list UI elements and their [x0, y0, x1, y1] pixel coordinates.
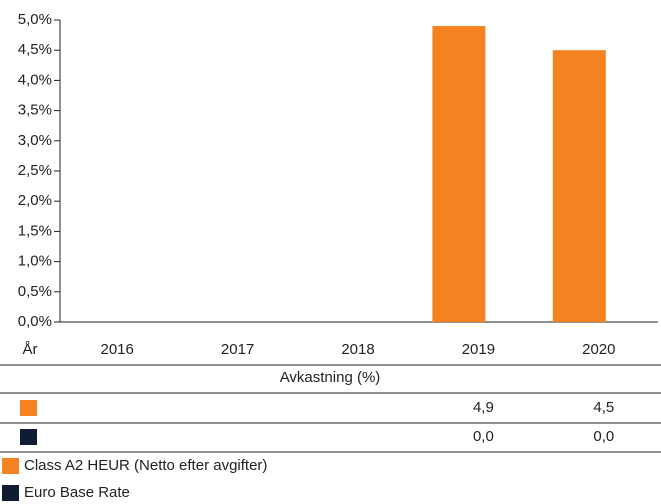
legend-label: Euro Base Rate: [24, 484, 130, 501]
bar: [432, 26, 486, 322]
y-tick-label: 1,0%: [18, 253, 52, 270]
table-value: 4,5: [593, 399, 614, 416]
legend-swatch: [2, 458, 19, 474]
legend-swatch: [2, 485, 19, 501]
y-tick-label: 0,0%: [18, 313, 52, 330]
x-tick-label: 2016: [101, 341, 134, 358]
table-value: 0,0: [593, 428, 614, 445]
table-swatch: [20, 429, 37, 445]
x-tick-label: 2020: [582, 341, 615, 358]
y-tick-label: 3,0%: [18, 132, 52, 149]
y-tick-label: 3,5%: [18, 102, 52, 119]
x-tick-label: 2018: [341, 341, 374, 358]
y-tick-label: 2,0%: [18, 192, 52, 209]
x-tick-label: 2017: [221, 341, 254, 358]
table-header: Avkastning (%): [280, 369, 381, 386]
x-tick-label: 2019: [462, 341, 495, 358]
table-swatch: [20, 400, 37, 416]
y-tick-label: 0,5%: [18, 283, 52, 300]
y-tick-label: 5,0%: [18, 11, 52, 28]
bar: [552, 50, 606, 322]
y-tick-label: 4,5%: [18, 41, 52, 58]
x-axis-label: År: [23, 341, 38, 358]
legend-label: Class A2 HEUR (Netto efter avgifter): [24, 457, 267, 474]
y-tick-label: 1,5%: [18, 222, 52, 239]
y-tick-label: 2,5%: [18, 162, 52, 179]
table-value: 0,0: [473, 428, 494, 445]
table-value: 4,9: [473, 399, 494, 416]
y-tick-label: 4,0%: [18, 71, 52, 88]
